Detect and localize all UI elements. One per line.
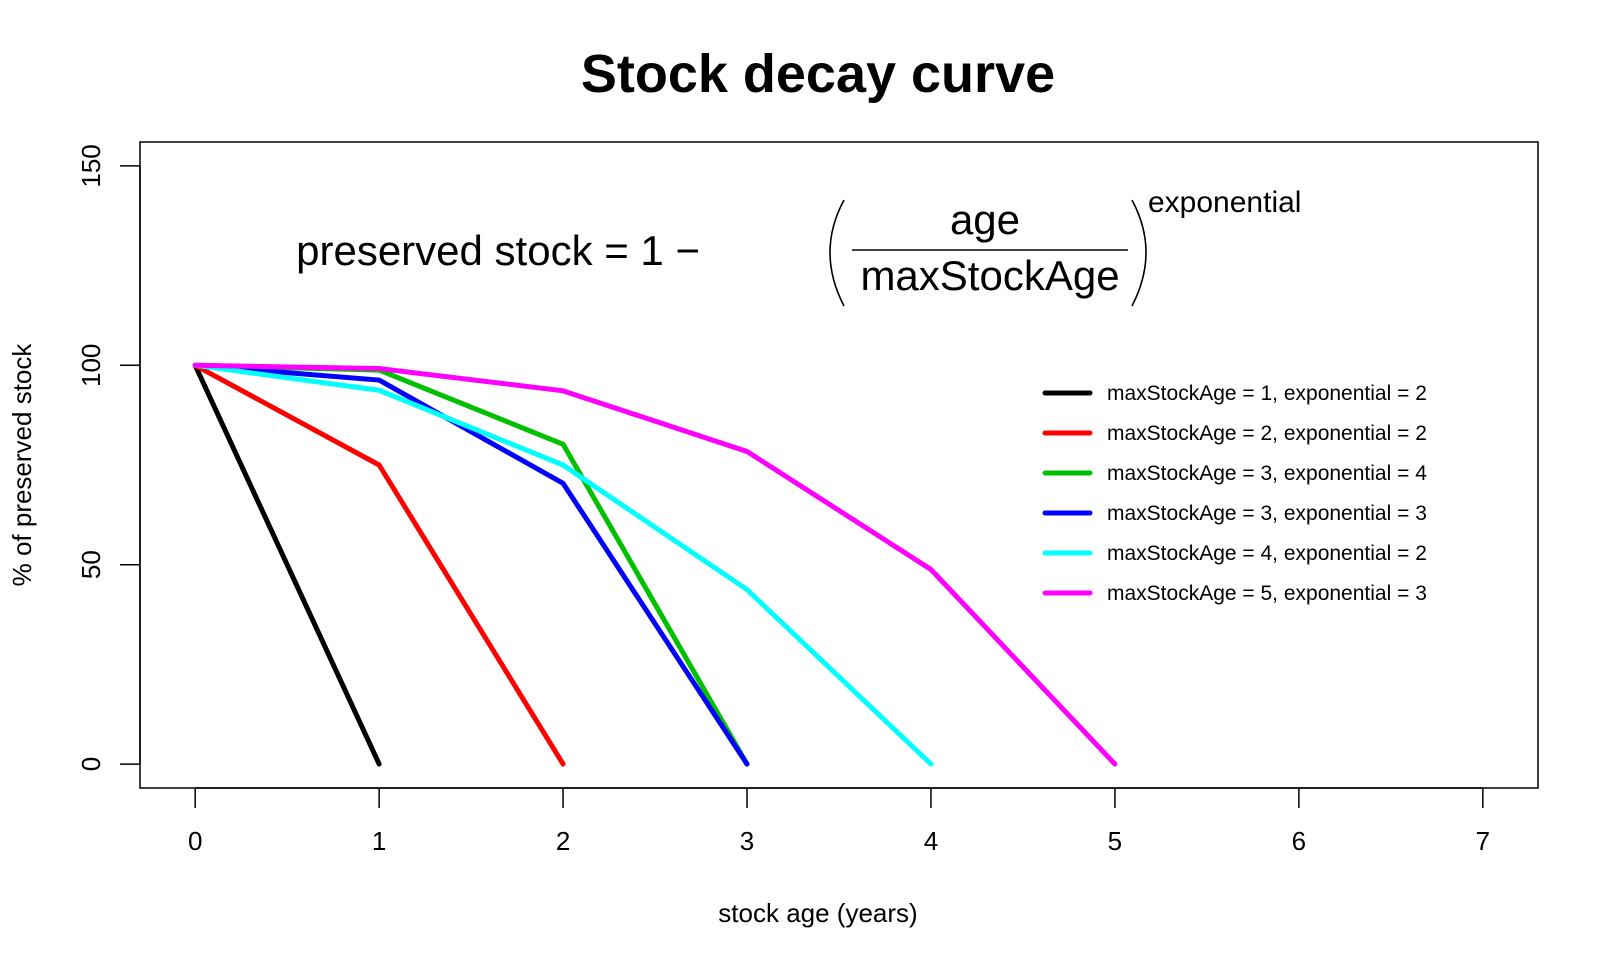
legend-label: maxStockAge = 5, exponential = 3	[1107, 582, 1427, 605]
x-tick-label: 3	[740, 826, 754, 856]
x-tick-label: 7	[1476, 826, 1490, 856]
formula-exponent: exponential	[1148, 186, 1301, 219]
legend: maxStockAge = 1, exponential = 2 maxStock…	[1042, 382, 1427, 605]
chart-title: Stock decay curve	[581, 44, 1055, 104]
x-tick-label: 4	[924, 826, 938, 856]
legend-label: maxStockAge = 4, exponential = 2	[1107, 542, 1427, 565]
formula-denominator: maxStockAge	[860, 252, 1119, 299]
x-tick-label: 1	[372, 826, 386, 856]
x-tick-label: 2	[556, 826, 570, 856]
series-line-1	[192, 362, 382, 767]
y-tick-label: 150	[76, 144, 106, 187]
series-line-6	[192, 362, 1118, 767]
series-line-5	[192, 362, 934, 767]
formula-right-paren	[1131, 199, 1147, 307]
x-axis-label: stock age (years)	[718, 898, 917, 928]
legend-label: maxStockAge = 1, exponential = 2	[1107, 382, 1427, 405]
x-tick-label: 6	[1292, 826, 1306, 856]
x-axis: 0 1 2 3 4 5 6 7	[188, 787, 1490, 856]
x-tick-label: 5	[1108, 826, 1122, 856]
y-axis: 0 50 100 150	[76, 144, 141, 771]
y-tick-label: 100	[76, 344, 106, 387]
series-line-2	[192, 362, 566, 767]
y-tick-label: 0	[76, 757, 106, 771]
series-layer	[192, 362, 1118, 767]
formula-numerator: age	[950, 196, 1020, 243]
legend-label: maxStockAge = 3, exponential = 4	[1107, 462, 1427, 485]
formula-lhs: preserved stock = 1 −	[296, 227, 700, 274]
x-tick-label: 0	[188, 826, 202, 856]
y-tick-label: 50	[76, 550, 106, 579]
legend-label: maxStockAge = 3, exponential = 3	[1107, 502, 1427, 525]
series-line-4	[192, 362, 750, 767]
legend-label: maxStockAge = 2, exponential = 2	[1107, 422, 1427, 445]
formula-left-paren	[829, 199, 845, 307]
y-axis-label: % of preserved stock	[7, 343, 37, 587]
formula-annotation: preserved stock = 1 − age maxStockAge ex…	[296, 186, 1301, 307]
